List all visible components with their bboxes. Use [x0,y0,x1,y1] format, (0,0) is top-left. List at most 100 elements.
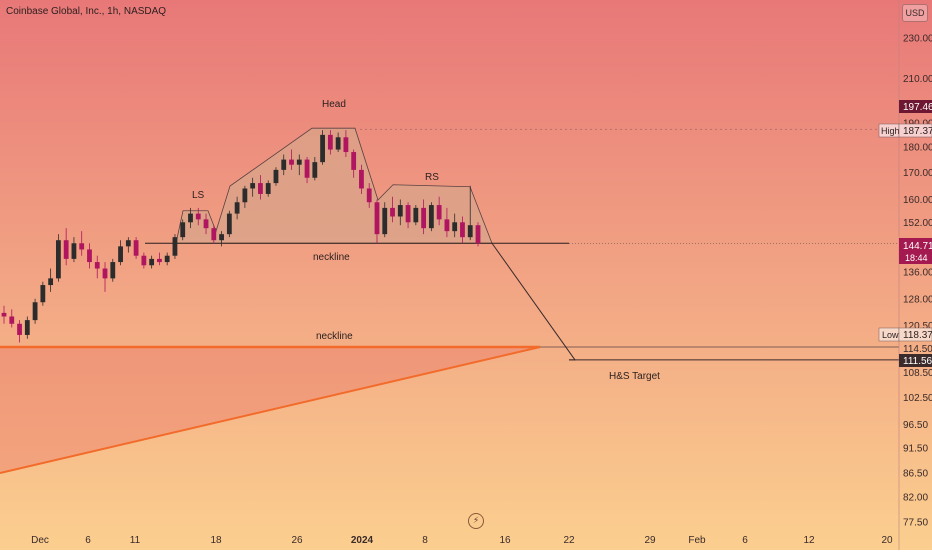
y-tick-label: 82.00 [903,492,928,503]
candle [195,207,201,226]
target-price-badge: 111.56 [903,356,932,367]
candle [452,213,458,238]
candle [304,157,310,184]
candle [366,183,372,208]
y-tick-label: 160.00 [903,195,932,206]
candle [460,216,465,244]
candle [32,298,38,324]
candle [9,309,15,328]
candle [335,132,341,153]
y-tick-label: 152.00 [903,218,932,229]
x-tick-label: 2024 [351,535,374,546]
left-shoulder-label: LS [192,190,205,201]
candle [281,154,287,176]
candle [475,222,481,247]
right-shoulder-label: RS [425,172,439,183]
candle [421,199,427,235]
y-tick-label: 102.50 [903,393,932,404]
x-tick-label: 18 [210,535,222,546]
y-tick-label: 136.00 [903,267,932,278]
y-tick-label: 91.50 [903,444,928,455]
candle [203,213,209,235]
lightning-icon[interactable]: ⚡ [468,513,484,529]
candle [359,164,364,194]
candle [48,268,54,292]
candle [141,252,147,269]
time-axis[interactable]: Dec 6 11 18 26 2024 8 16 22 29 Feb 6 12 20 [31,535,893,546]
candle [250,177,256,197]
candle [327,130,333,155]
candle [405,202,411,229]
candle [382,202,388,238]
candle [17,320,22,343]
head-label: Head [322,99,346,110]
candle [172,234,178,259]
candle [149,255,155,269]
candle [157,252,162,266]
candle [258,175,263,200]
x-tick-label: 6 [742,535,748,546]
x-tick-label: 22 [563,535,575,546]
candle [413,205,419,226]
candle [273,167,279,186]
x-tick-label: Feb [688,535,706,546]
candle [94,255,100,279]
price-badges: 197.46 High 187.37 144.71 18:44 Low 118.… [878,100,932,367]
y-tick-label: 128.00 [903,294,932,305]
candle [133,237,139,259]
y-tick-label: 108.50 [903,368,932,379]
x-tick-label: 16 [499,535,511,546]
low-value: 118.37 [903,330,932,341]
x-tick-label: 26 [291,535,303,546]
candle [428,202,434,232]
x-tick-label: 12 [803,535,815,546]
candle [226,210,232,238]
candle [40,281,46,306]
high-label: High [881,126,900,136]
x-tick-label: 11 [130,535,141,546]
target-label: H&S Target [609,371,660,382]
currency-button[interactable]: USD [902,4,928,22]
candle [312,157,318,181]
pattern-shapes [0,127,899,474]
candle [188,207,193,229]
x-tick-label: Dec [31,535,49,546]
candle [265,180,271,197]
y-tick-label: 96.50 [903,420,928,431]
current-price-badge: 197.46 [903,102,932,113]
candle [351,149,357,178]
candle [1,305,7,324]
chart-title: Coinbase Global, Inc., 1h, NASDAQ [6,6,167,17]
candle [234,196,240,220]
x-tick-label: 20 [881,535,893,546]
candle [55,234,61,282]
candle [125,237,131,253]
candle [79,231,85,256]
low-label: Low [882,330,899,340]
x-tick-label: 6 [85,535,91,546]
candle [289,149,294,170]
candle [24,316,30,339]
candle [436,196,442,226]
y-tick-label: 120.50 [903,321,932,332]
rising-trendline [0,346,541,474]
candle [320,130,325,165]
y-tick-label: 77.50 [903,518,928,529]
neckline-lower-label: neckline [316,331,353,342]
candle [219,231,224,247]
y-tick-label: 170.00 [903,168,932,179]
candle [242,185,248,208]
candle [110,258,116,282]
high-value: 187.37 [903,126,932,137]
candle [397,199,403,226]
y-tick-label: 230.00 [903,34,932,45]
x-tick-label: 8 [422,535,428,546]
candle [180,219,186,241]
candle [118,240,123,266]
y-tick-label: 86.50 [903,469,928,480]
candle [343,130,349,158]
candle [164,252,170,266]
